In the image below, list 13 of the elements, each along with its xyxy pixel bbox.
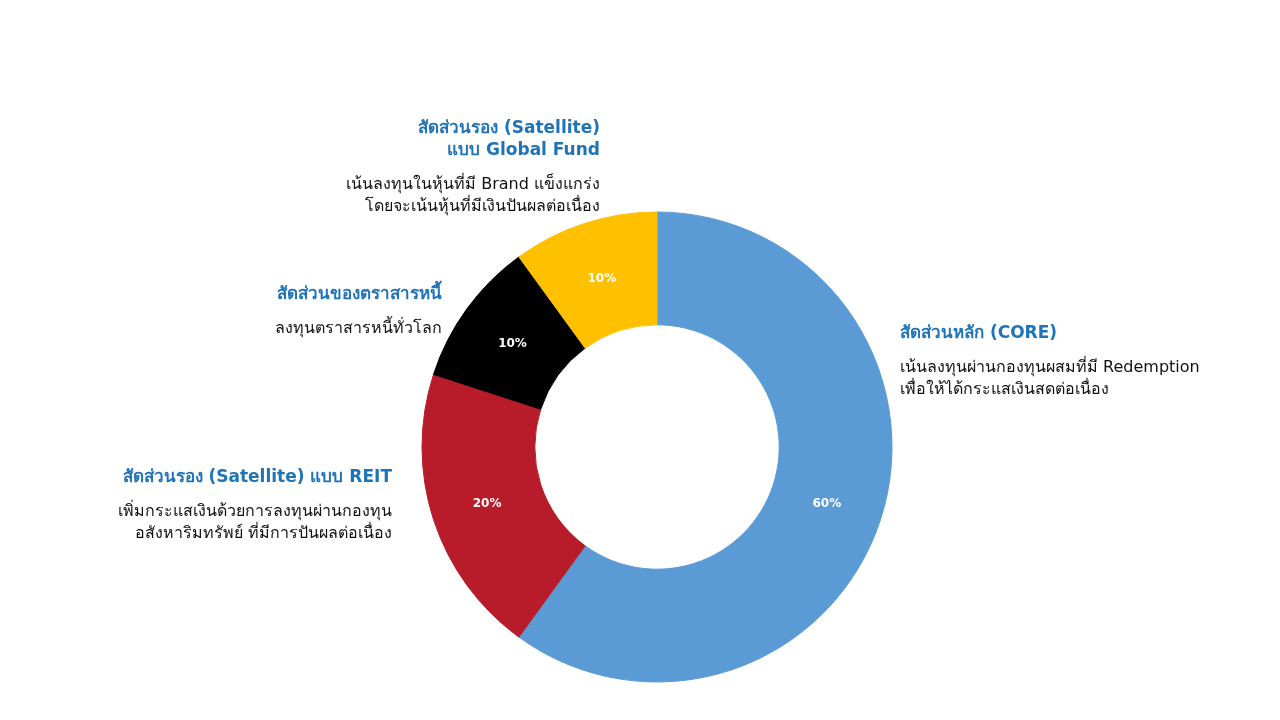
slice-label: สัดส่วนของตราสารหนี้ [277, 280, 442, 303]
data-label: 10% [498, 336, 527, 351]
data-label: 10% [587, 271, 617, 286]
slice-label: สัดส่วนหลัก (CORE) [900, 322, 1058, 342]
slice-label: สัดส่วนรอง (Satellite) แบบ REIT [122, 466, 393, 486]
text: ลงทุนตราสารหนี้ทั่วโลก [275, 316, 442, 338]
slice-label: สัดส่วนรอง (Satellite) แบบ Global Fund [418, 117, 600, 159]
text: เน้นลงทุนในหุ้นที่มี Brand แข็งแกร่ง โดยจะเน้นหุ้นที่มีเงินปันผลต่อเนื่อง [346, 172, 600, 216]
donut-slice [421, 373, 586, 638]
text: เพิ่มกระแสเงินด้วยการลงทุนผ่านกองทุน อสังหาริมทรัพย์ ที่มีการปันผลต่อเนื่อง [118, 499, 392, 542]
data-label: 60% [812, 496, 842, 511]
data-label: 20% [472, 496, 502, 511]
text: เน้นลงทุนผ่านกองทุนผสมที่มี Redemption เพื่อให้ได้กระแสเงินสดต่อเนื่อง [900, 355, 1200, 398]
